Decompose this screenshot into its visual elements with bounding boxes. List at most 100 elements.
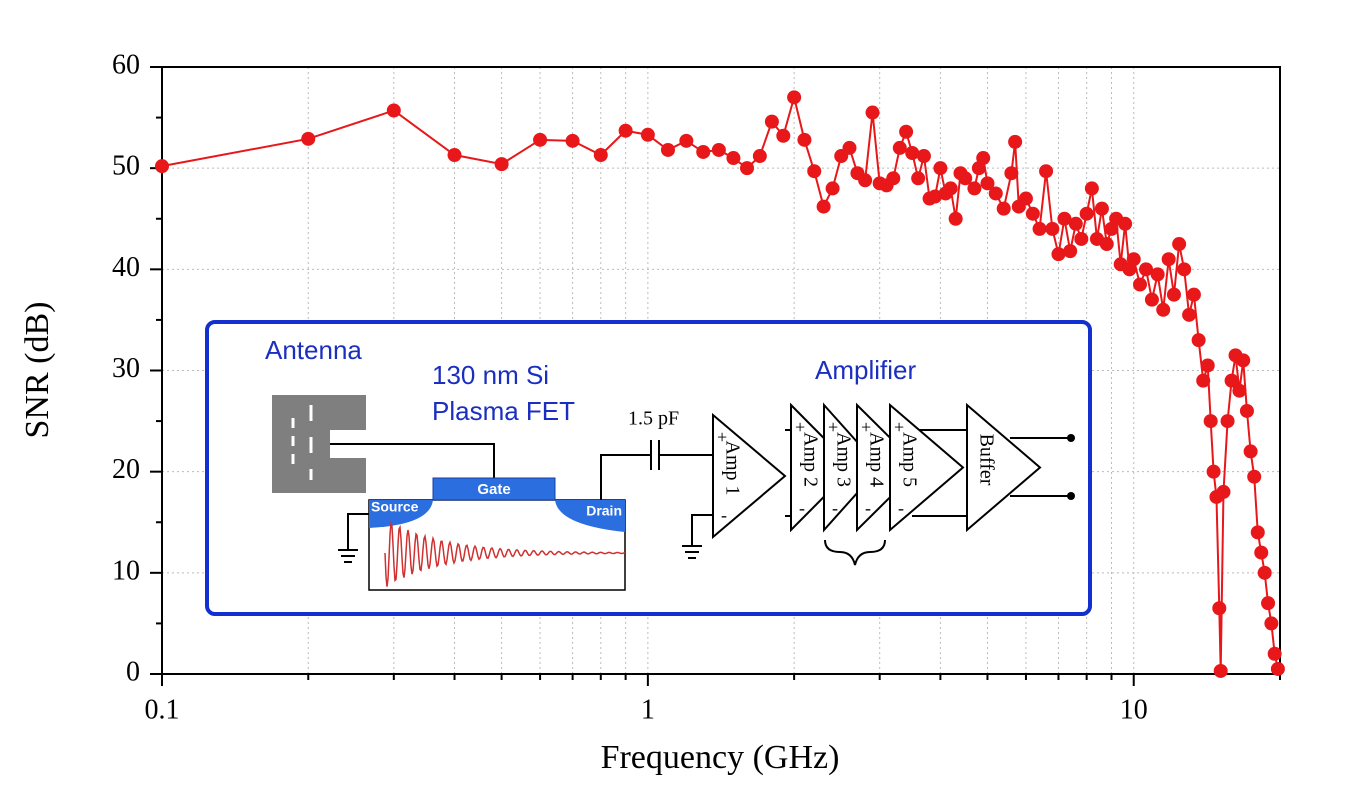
plus-sign: + xyxy=(861,417,871,437)
amp-stage xyxy=(856,402,922,533)
data-point xyxy=(726,151,741,166)
data-point xyxy=(447,148,462,163)
data-point xyxy=(776,128,791,143)
data-point xyxy=(1186,287,1201,302)
data-point xyxy=(565,133,580,148)
data-point xyxy=(679,133,694,148)
minus-sign: - xyxy=(721,505,727,525)
y-tick-label: 10 xyxy=(112,555,140,586)
waveform xyxy=(384,522,626,587)
data-point xyxy=(1212,601,1227,616)
antenna-shape xyxy=(272,395,366,493)
y-tick-label: 50 xyxy=(112,151,140,182)
data-point xyxy=(1224,373,1239,388)
data-point xyxy=(1182,307,1197,322)
data-point xyxy=(787,90,802,105)
data-point xyxy=(797,132,812,147)
inset-diagram: Antenna 130 nm Si Plasma FET Amplifier G… xyxy=(205,320,1092,616)
data-point xyxy=(1025,206,1040,221)
data-point xyxy=(1203,414,1218,429)
data-point xyxy=(1213,663,1228,678)
data-point xyxy=(892,140,907,155)
data-point xyxy=(696,144,711,159)
y-tick-label: 40 xyxy=(112,252,140,283)
amp-label: Amp 4 xyxy=(865,432,887,487)
data-point xyxy=(1216,484,1231,499)
y-tick-label: 20 xyxy=(112,454,140,485)
data-point xyxy=(1051,247,1066,262)
data-point xyxy=(976,151,991,166)
plus-sign: + xyxy=(795,417,805,437)
amp-stage xyxy=(966,402,1042,533)
gate xyxy=(432,477,556,501)
data-point xyxy=(1139,262,1154,277)
data-point xyxy=(1166,287,1181,302)
data-point xyxy=(1206,464,1221,479)
data-point xyxy=(958,171,973,186)
data-point xyxy=(1191,333,1206,348)
data-point xyxy=(711,142,726,157)
plus-sign: + xyxy=(894,417,904,437)
data-point xyxy=(1220,414,1235,429)
data-point xyxy=(807,164,822,179)
wires xyxy=(330,429,1070,566)
plus-sign: + xyxy=(717,427,727,447)
data-point xyxy=(1250,525,1265,540)
data-point xyxy=(640,127,655,142)
data-point xyxy=(155,159,169,174)
data-point xyxy=(1084,181,1099,196)
data-point xyxy=(1018,191,1033,206)
data-point xyxy=(1239,403,1254,418)
data-point xyxy=(948,211,963,226)
label: 1.5 pF xyxy=(628,408,679,430)
data-point xyxy=(1150,267,1165,282)
data-point xyxy=(980,176,995,191)
y-tick-label: 30 xyxy=(112,353,140,384)
drain-well xyxy=(555,500,625,532)
data-point xyxy=(928,189,943,204)
data-point xyxy=(494,157,509,172)
y-tick-label: 0 xyxy=(126,656,140,687)
data-point xyxy=(1200,358,1215,373)
data-point xyxy=(916,149,931,164)
label: Plasma FET xyxy=(432,396,575,426)
x-tick-label: 10 xyxy=(1120,694,1148,725)
data-point xyxy=(1196,373,1211,388)
data-point xyxy=(1144,292,1159,307)
data-point xyxy=(943,181,958,196)
x-axis-label: Frequency (GHz) xyxy=(601,739,840,776)
data-point xyxy=(1261,596,1276,611)
data-point xyxy=(988,186,1003,201)
data-point xyxy=(1172,237,1187,252)
data-point xyxy=(1254,545,1269,560)
data-point xyxy=(1264,616,1279,631)
label: Gate xyxy=(477,481,510,498)
label: Antenna xyxy=(265,335,362,365)
label: Drain xyxy=(586,503,622,519)
x-tick-label: 1 xyxy=(641,694,655,725)
amp-label: Amp 1 xyxy=(721,441,743,496)
data-point xyxy=(1118,216,1133,231)
data-point xyxy=(886,171,901,186)
data-point xyxy=(1039,164,1054,179)
amp-label: Amp 5 xyxy=(898,432,920,487)
data-point xyxy=(825,181,840,196)
data-point xyxy=(1068,216,1083,231)
minus-sign: - xyxy=(898,498,904,518)
amp-label: Amp 2 xyxy=(799,432,821,487)
data-point xyxy=(1270,661,1285,676)
label: Source xyxy=(371,499,419,515)
data-point xyxy=(911,171,926,186)
data-point xyxy=(1161,252,1176,267)
data-point xyxy=(1236,353,1251,368)
data-point xyxy=(816,199,831,214)
data-point xyxy=(1267,646,1282,661)
amp-label: Amp 3 xyxy=(832,432,854,487)
plot-frame xyxy=(161,66,1281,675)
source-well xyxy=(369,500,433,528)
data-point xyxy=(1156,302,1171,317)
amp-stage xyxy=(889,402,965,533)
data-point xyxy=(1243,444,1258,459)
data-point xyxy=(1257,565,1272,580)
data-point xyxy=(593,148,608,163)
